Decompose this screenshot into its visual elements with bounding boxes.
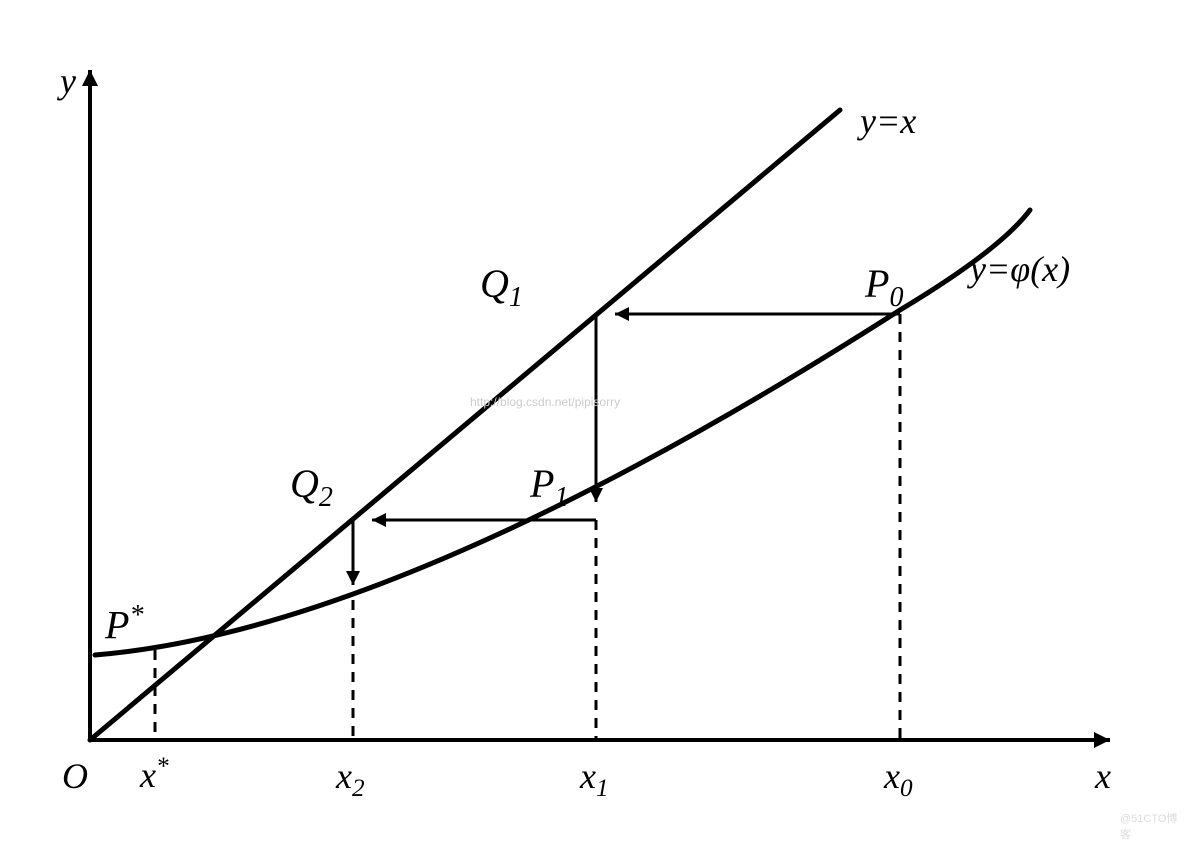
label-y-axis: y bbox=[60, 60, 76, 102]
label-x0: x0 bbox=[884, 755, 913, 803]
label-q1: Q1 bbox=[480, 260, 523, 314]
label-x-star: x* bbox=[140, 753, 169, 796]
label-p1: P1 bbox=[530, 460, 568, 514]
label-y-eq-phi: y=φ(x) bbox=[970, 248, 1070, 290]
label-origin: O bbox=[62, 755, 88, 797]
label-x2: x2 bbox=[336, 755, 365, 803]
diagram-canvas: O y x y=x y=φ(x) Q1 P0 Q2 P1 P* x* x2 x1… bbox=[0, 0, 1184, 826]
watermark-center: http://blog.csdn.net/pipisorry bbox=[470, 395, 620, 409]
diagram-svg bbox=[0, 0, 1184, 826]
label-p0: P0 bbox=[865, 260, 903, 314]
label-x1: x1 bbox=[580, 755, 609, 803]
label-p-star: P* bbox=[105, 600, 143, 648]
watermark-corner: @51CTO博客 bbox=[1120, 810, 1184, 842]
label-y-eq-x: y=x bbox=[860, 100, 916, 142]
label-q2: Q2 bbox=[290, 460, 333, 514]
label-x-axis: x bbox=[1095, 755, 1111, 797]
